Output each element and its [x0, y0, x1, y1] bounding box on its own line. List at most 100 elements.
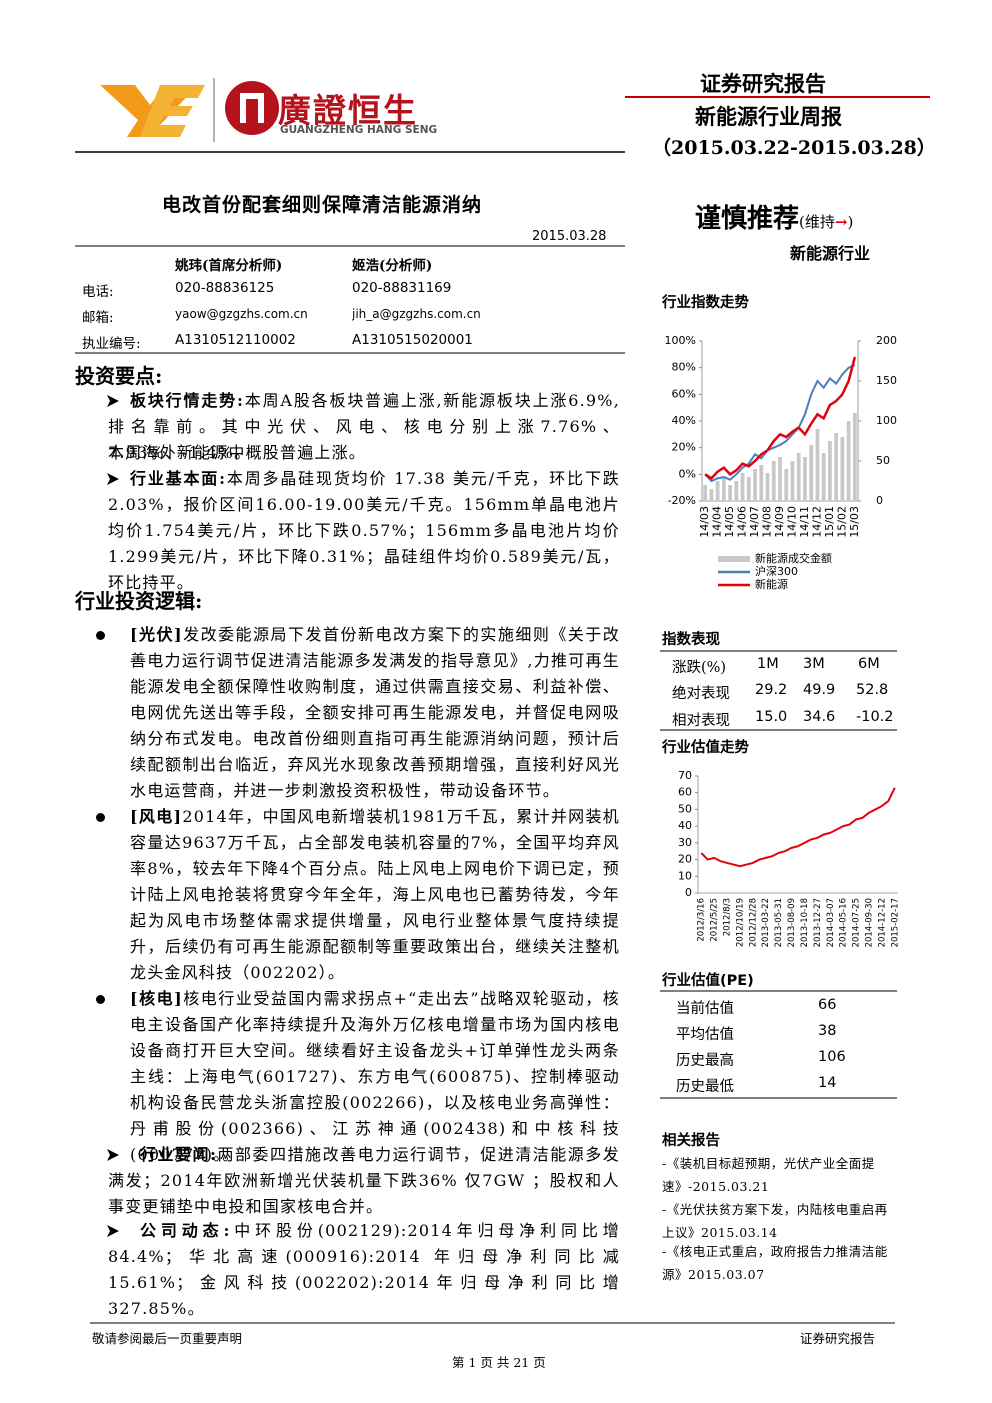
highlight-item: 板块行情走势:本周A股各板块普遍上涨,新能源板块上涨6.9%,排名靠前。其中光伏…: [108, 388, 620, 466]
y-tick-label: 20%: [672, 441, 696, 454]
y-tick-label: 60: [678, 786, 692, 799]
table-header: 6M: [858, 656, 880, 672]
rating-note: (维持: [799, 213, 835, 231]
table-cell: 14: [818, 1075, 837, 1091]
bar: [759, 465, 764, 501]
news-item: 行业要闻:两部委四措施改善电力运行调节，促进清洁能源多发满发；2014年欧洲新增…: [108, 1142, 620, 1220]
x-tick-label: 2012/12/28: [748, 898, 758, 947]
report-title: 电改首份配套细则保障清洁能源消纳: [162, 194, 483, 216]
legend-label: 新能源: [755, 577, 788, 591]
x-tick-label: 14/04: [711, 506, 724, 538]
x-tick-label: 15/01: [823, 506, 836, 538]
analyst-field: 邮箱:: [82, 310, 114, 326]
report-type: 证券研究报告: [700, 71, 826, 96]
item-label: [光伏]: [130, 625, 183, 644]
bar: [840, 437, 845, 501]
item-label: 行业基本面:: [130, 469, 227, 488]
table-cell: 绝对表现: [672, 686, 730, 702]
analyst-field: 执业编号:: [82, 336, 141, 352]
y-tick-label: 10: [678, 869, 692, 882]
chart-title: 行业指数走势: [662, 294, 749, 311]
legend-label: 沪深300: [755, 564, 798, 578]
chart-title: 行业估值走势: [662, 739, 749, 756]
analyst-value: 020-88836125: [175, 280, 275, 296]
bar: [796, 453, 801, 501]
table-cell: 52.8: [856, 682, 889, 698]
item-label: 板块行情走势:: [130, 391, 245, 410]
y-tick-label: 60%: [672, 387, 696, 400]
section-heading: 行业投资逻辑:: [75, 589, 203, 613]
x-tick-label: 15/03: [848, 506, 861, 538]
x-tick-label: 2013-05-31: [774, 898, 784, 947]
x-tick-label: 14/03: [698, 506, 711, 538]
x-tick-label: 14/05: [723, 506, 736, 538]
bullet: [96, 995, 105, 1004]
bar: [778, 457, 782, 501]
item-text: 核电行业受益国内需求拐点+“走出去”战略双轮驱动，核电主设备国产化率持续提升及海…: [130, 989, 620, 1164]
y-tick-label: 0%: [679, 467, 696, 480]
bar: [753, 469, 757, 501]
x-tick-label: 14/06: [736, 506, 749, 538]
table-cell: 66: [818, 997, 837, 1013]
x-tick-label: 2014-05-16: [839, 898, 849, 947]
arrow-bullet: [107, 473, 119, 485]
x-tick-label: 2014-07-25: [852, 898, 862, 947]
rating-note: ): [847, 213, 854, 231]
report-name: 新能源行业周报: [695, 104, 842, 129]
section-heading: 投资要点:: [75, 364, 163, 388]
item-text: 本周多晶硅现货均价 17.38 美元/千克，环比下跌2.03%，报价区间16.0…: [108, 469, 620, 592]
y-tick-label: 40%: [672, 414, 696, 427]
y-tick-label: 50: [678, 802, 692, 815]
bar: [846, 421, 851, 501]
bar: [790, 461, 795, 501]
item-label: [核电]: [130, 989, 183, 1008]
x-tick-label: 2013-12-27: [813, 898, 823, 947]
news-item: 公司动态:中环股份(002129):2014年归母净利同比增84.4%；华北高速…: [108, 1218, 620, 1322]
table-title: 指数表现: [662, 631, 720, 648]
rating-label: 谨慎推荐: [695, 204, 800, 234]
logo-mark: [140, 85, 205, 137]
table-cell: 38: [818, 1023, 837, 1039]
y-tick-label: 80%: [672, 361, 696, 374]
table-cell: 29.2: [755, 682, 788, 698]
table-header: 3M: [803, 656, 825, 672]
bullet: [96, 631, 105, 640]
analyst-value: A1310515020001: [352, 332, 473, 348]
item-text: 本周A股各板块普遍上涨,新能源板块上涨6.9%,排名靠前。其中光伏、风电、核电分…: [108, 391, 620, 462]
x-tick-label: 2012/10/19: [735, 898, 745, 947]
analyst-value: yaow@gzgzhs.com.cn: [175, 307, 308, 321]
legend-label: 新能源成交金额: [755, 551, 832, 565]
rating: 谨慎推荐(维持→): [695, 198, 853, 235]
y-tick-label: 40: [678, 819, 692, 832]
x-tick-label: 14/12: [810, 506, 823, 538]
y2-tick-label: 0: [876, 494, 883, 507]
x-tick-label: 2014-12-12: [877, 898, 887, 947]
logo-text: 廣證恒生: [278, 91, 418, 130]
report-period: （2015.03.22-2015.03.28）: [652, 137, 936, 159]
line: [700, 787, 896, 868]
bar: [815, 429, 820, 501]
bar: [834, 433, 839, 501]
x-tick-label: 2014-09-30: [864, 898, 874, 947]
arrow-bullet: [107, 395, 119, 407]
y-tick-label: 100%: [665, 334, 696, 347]
table-cell: 49.9: [803, 682, 836, 698]
bar: [703, 485, 707, 501]
x-tick-label: 14/08: [761, 506, 774, 538]
x-tick-label: 2013-10-18: [800, 898, 810, 947]
x-tick-label: 2015-02-17: [890, 898, 900, 947]
related-item: -《光伏扶贫方案下发，内陆核电重启再上议》2015.03.14: [662, 1202, 888, 1240]
bar: [765, 473, 770, 501]
bar: [784, 469, 789, 501]
line: [704, 364, 856, 483]
x-tick-label: 2013-03-22: [761, 898, 771, 947]
bar: [728, 485, 732, 501]
table-cell: -10.2: [856, 709, 894, 725]
analyst-value: jih_a@gzgzhs.com.cn: [352, 307, 481, 321]
x-tick-label: 2012/5/25: [710, 898, 720, 942]
footer-note: 敬请参阅最后一页重要声明: [92, 1331, 243, 1346]
analyst-value: A1310512110002: [175, 332, 296, 348]
